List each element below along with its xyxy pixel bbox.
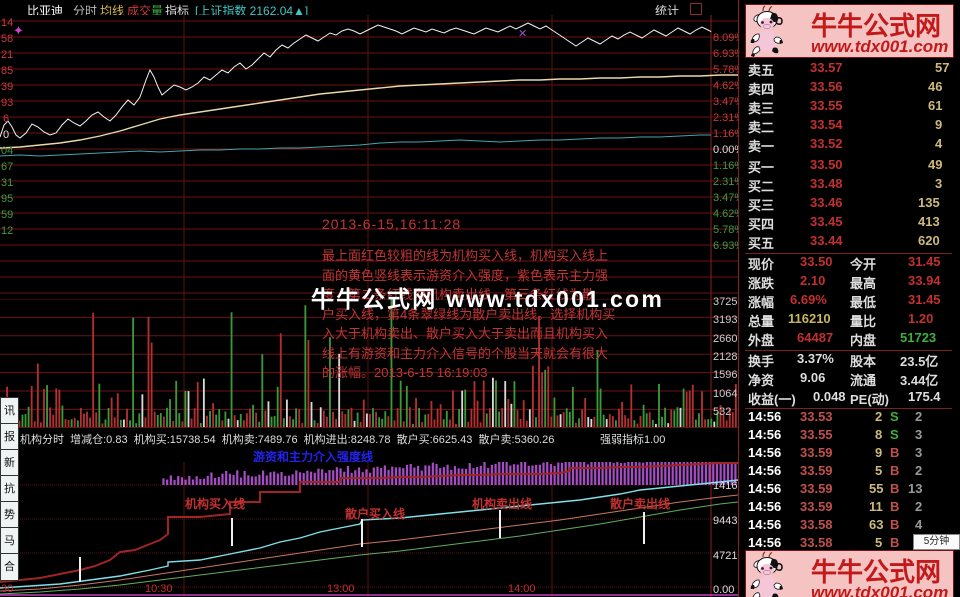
- svg-text:✦: ✦: [13, 23, 24, 38]
- svg-text:www.tdx001.com: www.tdx001.com: [811, 37, 948, 56]
- svg-text:✕: ✕: [518, 28, 527, 40]
- svg-text:www.tdx001.com: www.tdx001.com: [811, 583, 948, 597]
